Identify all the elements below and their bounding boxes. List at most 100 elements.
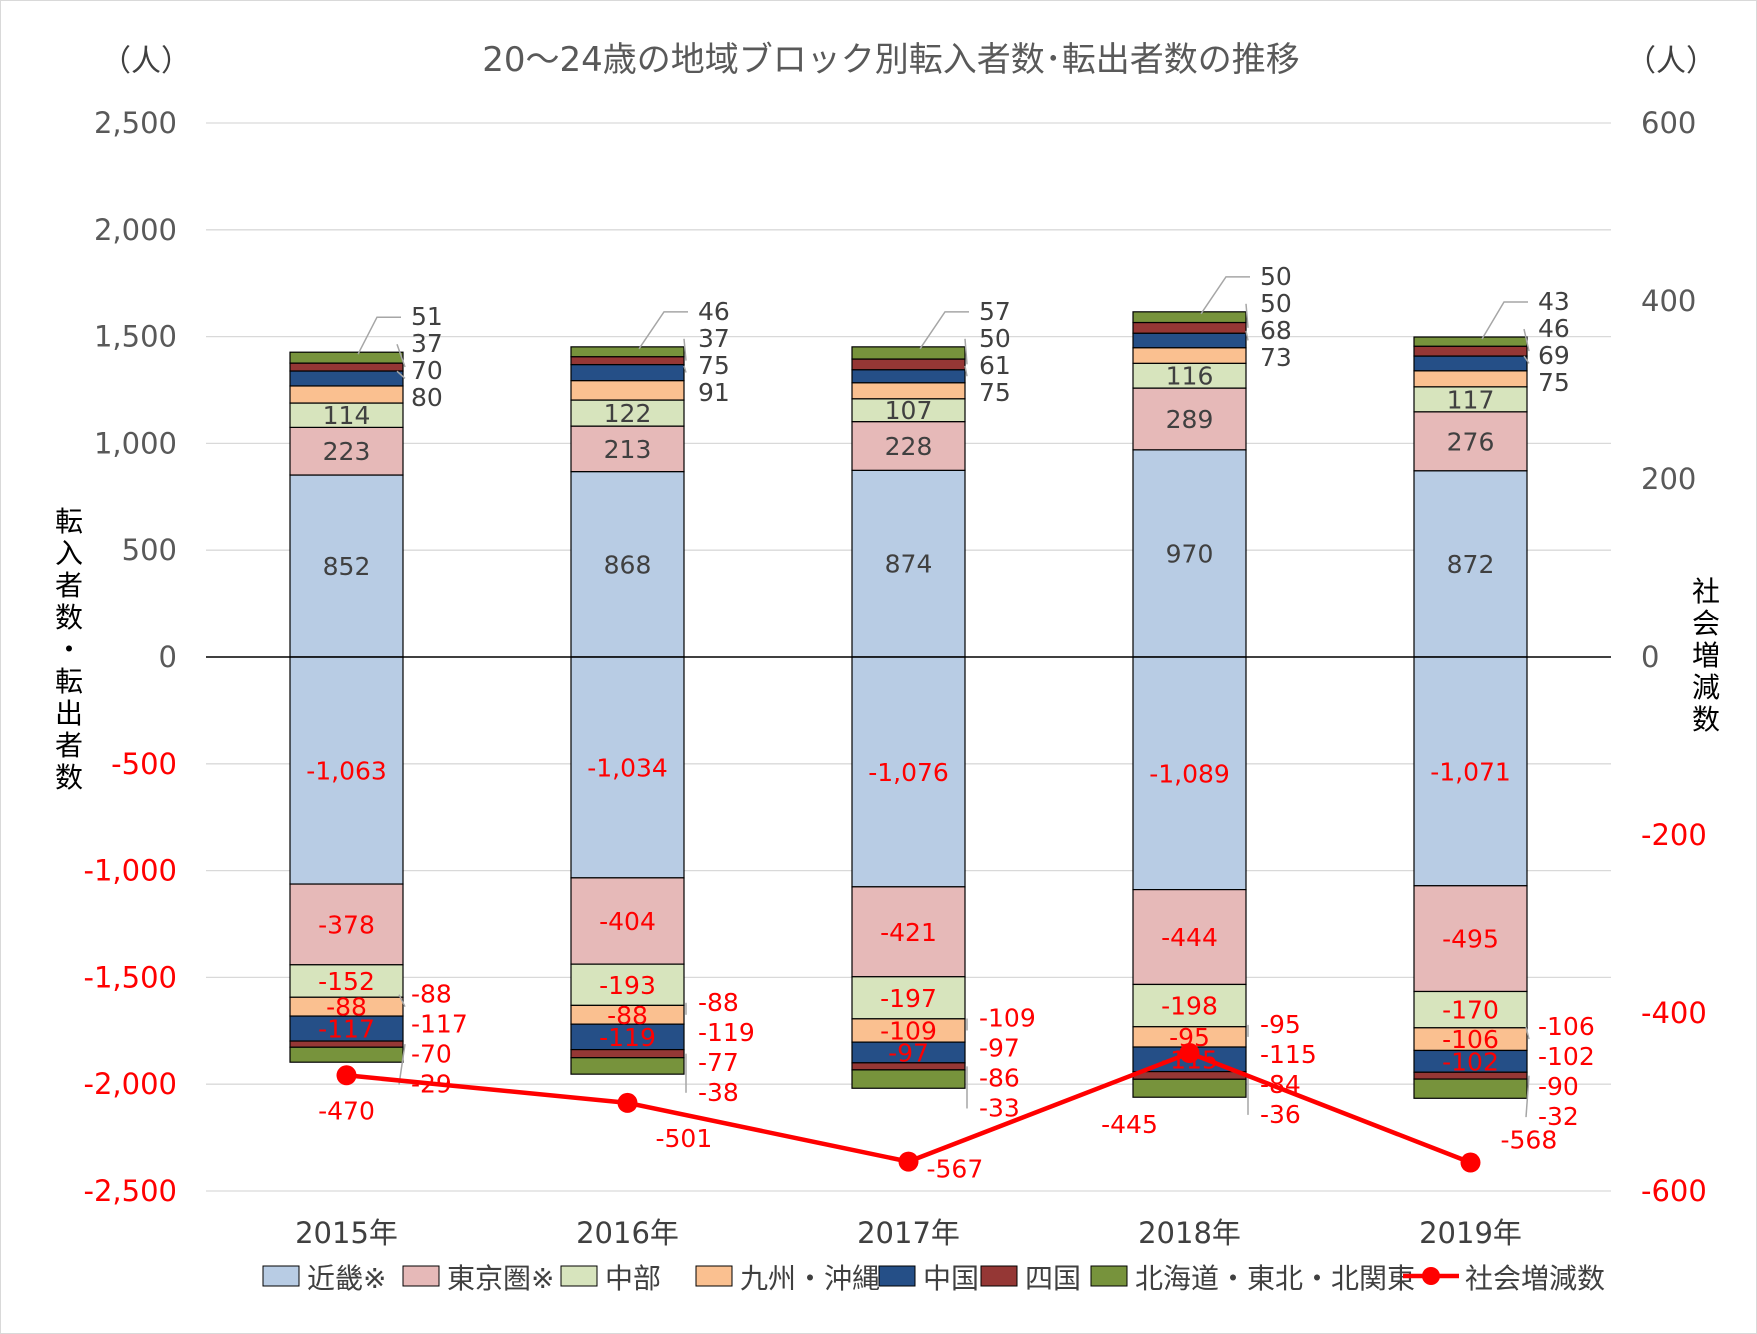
line-marker <box>1179 1043 1200 1064</box>
data-label: 51 <box>411 302 443 331</box>
axis-title-char: 数 <box>1692 703 1720 736</box>
line-marker <box>336 1065 357 1086</box>
category-label: 2016年 <box>576 1216 679 1250</box>
data-label: 107 <box>885 396 933 425</box>
data-label: -102 <box>1442 1047 1499 1076</box>
data-label: -193 <box>599 971 656 1000</box>
data-label: -198 <box>1161 992 1218 1021</box>
axis-title-char: 者 <box>55 729 83 762</box>
data-label: -1,076 <box>868 758 949 787</box>
data-label: -88 <box>698 988 739 1017</box>
data-label: 50 <box>1260 262 1292 291</box>
leader-line <box>1523 328 1530 352</box>
bar-segment <box>289 351 404 364</box>
left-tick-label: 1,500 <box>94 320 177 354</box>
bar-segment <box>570 877 685 965</box>
data-label: 276 <box>1447 427 1495 456</box>
bar-segment <box>570 470 685 658</box>
right-axis-title: 社会増減数 <box>1692 575 1720 736</box>
legend-label: 近畿※ <box>307 1262 386 1295</box>
bar-segment <box>851 976 966 1020</box>
data-label: -86 <box>979 1063 1020 1092</box>
bar-segment <box>1413 885 1528 993</box>
leader-line <box>1525 1075 1530 1118</box>
bar-segment <box>570 380 685 401</box>
line-data-label: -568 <box>1501 1126 1558 1155</box>
right-axis-ticks: 600 400 200 0 -200 -400 -600 <box>1641 106 1707 1208</box>
data-label: 46 <box>698 297 730 326</box>
data-label: 46 <box>1538 314 1570 343</box>
data-label: 43 <box>1538 287 1570 316</box>
data-label: 50 <box>979 324 1011 353</box>
legend-swatch <box>878 1265 916 1287</box>
chart-title: 20～24歳の地域ブロック別転入者数･転出者数の推移 <box>482 40 1300 80</box>
data-label: -97 <box>888 1038 929 1067</box>
data-label: -117 <box>318 1015 375 1044</box>
bar-segment <box>851 369 966 384</box>
data-label: -32 <box>1538 1102 1579 1131</box>
data-label: -38 <box>698 1078 739 1107</box>
leader-line <box>1525 1026 1530 1040</box>
bar-segment <box>570 425 685 473</box>
data-label: -378 <box>318 910 375 939</box>
leader-lines-layer <box>357 276 1530 1118</box>
bar-segment <box>851 346 966 360</box>
bar-segment <box>289 1015 404 1042</box>
line-data-label: -567 <box>927 1155 984 1184</box>
data-label: -404 <box>599 907 656 936</box>
category-labels-layer: 2015年 2016年 2017年 2018年 2019年 <box>295 1216 1522 1250</box>
data-label: 37 <box>411 329 443 358</box>
bar-segment <box>1132 321 1247 334</box>
data-label: -109 <box>979 1003 1036 1032</box>
leader-line <box>1481 301 1528 340</box>
axis-title-char: 数 <box>55 761 83 794</box>
leader-line <box>1245 303 1249 328</box>
bar-segment <box>1132 983 1247 1028</box>
left-tick-label: -500 <box>111 747 177 781</box>
legend-label: 九州・沖縄 <box>740 1262 880 1295</box>
leader-line <box>1245 330 1249 341</box>
data-label: -197 <box>880 984 937 1013</box>
right-unit-label: （人） <box>1626 44 1716 79</box>
bar-segment <box>1132 889 1247 986</box>
bar-segment <box>851 358 966 371</box>
line-marker <box>898 1151 919 1172</box>
bar-segment <box>1132 656 1247 891</box>
data-label: -1,063 <box>306 757 387 786</box>
data-label: 61 <box>979 351 1011 380</box>
data-label: 228 <box>885 432 933 461</box>
data-label: 70 <box>411 356 443 385</box>
data-label: 75 <box>1538 368 1570 397</box>
bar-segment <box>1132 1078 1247 1098</box>
axis-title-char: 社 <box>1692 575 1720 608</box>
data-label: 852 <box>323 552 371 581</box>
axis-title-char: 転 <box>55 665 83 698</box>
data-label: 37 <box>698 324 730 353</box>
bar-segment <box>570 1023 685 1051</box>
data-label: -119 <box>698 1018 755 1047</box>
bar-segment <box>1132 362 1247 389</box>
bar-segment <box>1413 470 1528 658</box>
bar-segment <box>570 356 685 366</box>
data-label: -115 <box>1260 1040 1317 1069</box>
data-label: -495 <box>1442 925 1499 954</box>
right-tick-label: 200 <box>1641 462 1696 496</box>
legend-label: 中国 <box>923 1262 979 1295</box>
data-label: -97 <box>979 1033 1020 1062</box>
data-label: -90 <box>1538 1072 1579 1101</box>
leader-line <box>683 338 687 361</box>
data-label: 213 <box>604 435 652 464</box>
legend-label: 社会増減数 <box>1465 1262 1605 1295</box>
axis-title-char: 数 <box>55 601 83 634</box>
left-unit-label: （人） <box>101 44 191 79</box>
right-tick-label: 0 <box>1641 640 1659 674</box>
left-axis-ticks: 2,500 2,000 1,500 1,000 500 0 -500 -1,000 -1,500… <box>84 106 178 1208</box>
line-data-label: -501 <box>656 1124 713 1153</box>
data-label: 874 <box>885 550 933 579</box>
data-label: -70 <box>411 1040 452 1069</box>
axis-title-char: 会 <box>1692 607 1720 640</box>
legend-swatch <box>402 1265 440 1287</box>
bar-segment <box>570 346 685 358</box>
category-label: 2018年 <box>1138 1216 1241 1250</box>
